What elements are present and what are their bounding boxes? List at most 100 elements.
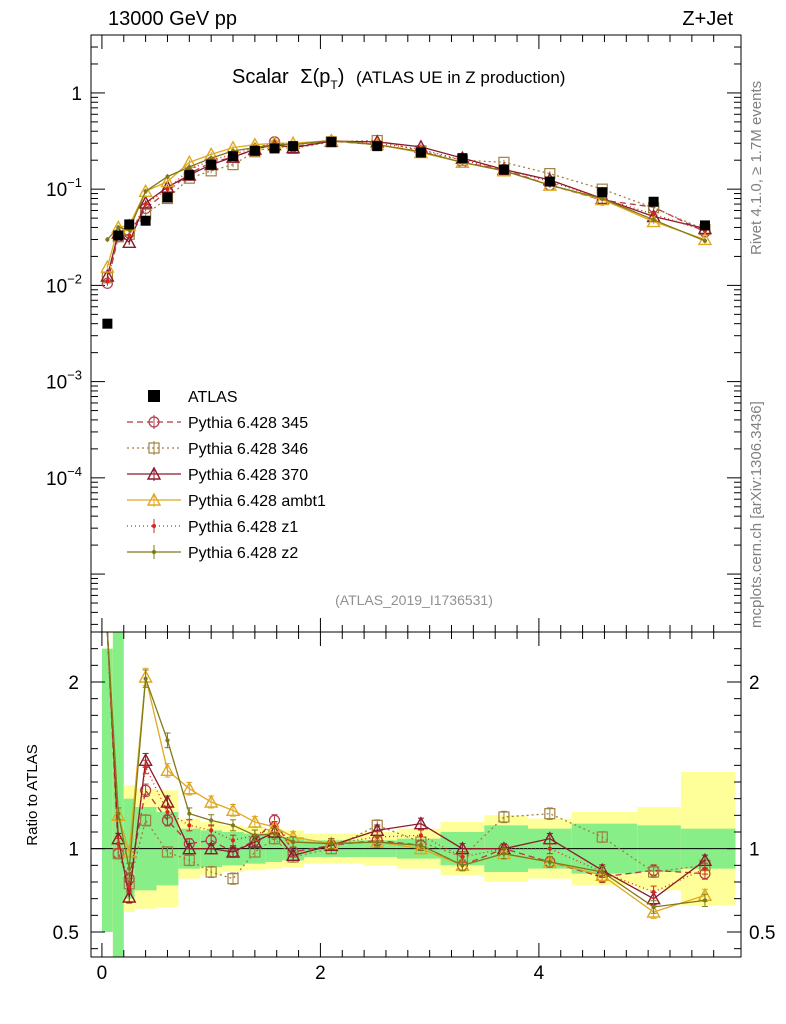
title-close: ) (338, 66, 345, 88)
marker-square (161, 846, 174, 858)
marker-triangle (225, 844, 241, 858)
series-line (106, 139, 706, 242)
marker-dot (165, 738, 170, 743)
marker-dot (651, 212, 656, 217)
legend-item: Pythia 6.428 370 (127, 466, 308, 484)
marker-dot (418, 833, 424, 838)
legend-label: Pythia 6.428 370 (188, 467, 308, 484)
marker-dot (116, 841, 121, 846)
marker-dot (105, 237, 110, 242)
main-frame (90, 34, 742, 633)
marker-triangle (146, 466, 162, 480)
marker-dot (547, 846, 552, 851)
marker-dot (143, 676, 148, 681)
marker-triangle (247, 814, 263, 828)
atlas-data-point (249, 145, 260, 156)
marker-triangle (595, 867, 610, 882)
title-sigma: Σ(p (300, 66, 330, 88)
marker-square (227, 873, 239, 885)
marker-dot (329, 841, 334, 846)
ratio-ticks (91, 632, 741, 957)
marker-square (148, 442, 160, 454)
marker-square (498, 811, 510, 823)
x-tick-label: 2 (315, 963, 326, 984)
marker-circle (140, 784, 152, 796)
marker-dot (501, 851, 507, 856)
marker-square (544, 808, 556, 820)
y-tick-label: 10−2 (46, 271, 82, 297)
series-345 (101, 135, 711, 289)
x-tick-label: 0 (97, 963, 108, 984)
marker-dot (116, 811, 121, 816)
y-tick-label: 10−4 (46, 464, 82, 490)
marker-triangle (324, 837, 339, 852)
ratio-y-tick-label: 1 (68, 840, 79, 861)
marker-triangle (413, 841, 429, 855)
marker-dot (702, 238, 708, 243)
legend-marker-square (148, 390, 160, 402)
marker-triangle (122, 889, 137, 903)
marker-dot (651, 217, 656, 222)
marker-square (140, 814, 152, 826)
side-label-mcplots: mcplots.cern.ch [arXiv:1306.3436] (748, 401, 765, 628)
atlas-data-point (124, 219, 135, 230)
y-tick-label: 10−1 (46, 175, 82, 201)
marker-triangle (122, 234, 137, 249)
main-ticks (91, 34, 741, 632)
ratio-y-tick-label: 2 (68, 673, 79, 694)
atlas-data-point (269, 143, 280, 154)
marker-dot (116, 225, 121, 230)
x-tick-labels: 0 2 4 (97, 963, 545, 984)
marker-dot (209, 828, 214, 833)
atlas-data-point (699, 220, 710, 231)
marker-dot (460, 863, 465, 868)
marker-triangle (203, 794, 219, 808)
marker-dot (547, 859, 552, 865)
marker-triangle (146, 492, 162, 506)
atlas-data-point (415, 147, 426, 158)
main-series (100, 133, 713, 289)
marker-dot (230, 838, 236, 843)
marker-dot (187, 823, 192, 828)
atlas-data-point (544, 176, 555, 187)
marker-dot (252, 833, 257, 838)
marker-dot (187, 164, 192, 170)
marker-dot (127, 866, 132, 871)
marker-triangle (413, 816, 429, 830)
marker-circle (148, 416, 160, 428)
legend-label: Pythia 6.428 z2 (188, 545, 298, 562)
y-tick-label: 1 (71, 84, 82, 105)
main-panel: 110−110−210−310−4 Scalar Σ(pT) (ATLAS UE… (46, 34, 742, 633)
marker-triangle (111, 807, 126, 822)
marker-dot (105, 279, 110, 284)
series-line (106, 140, 706, 284)
marker-square (205, 866, 217, 878)
legend-label: Pythia 6.428 z1 (188, 519, 298, 536)
marker-triangle (247, 834, 263, 848)
band-inner (112, 632, 124, 957)
marker-triangle (160, 174, 175, 188)
atlas-data-point (140, 215, 151, 226)
atlas-data-point (457, 153, 468, 164)
marker-dot (143, 189, 148, 194)
marker-triangle (225, 802, 241, 817)
marker-dot (600, 869, 605, 875)
marker-dot (600, 196, 605, 201)
series-line (106, 139, 706, 282)
atlas-data-point (113, 230, 124, 241)
atlas-data-point (228, 151, 239, 162)
legend-label: Pythia 6.428 346 (188, 441, 308, 458)
marker-triangle (203, 841, 219, 855)
marker-dot (651, 904, 656, 910)
legend-label: ATLAS (188, 389, 238, 406)
chart-title: Scalar Σ(pT) (ATLAS UE in Z production) (232, 66, 565, 92)
marker-dot (702, 866, 708, 871)
marker-dot (375, 839, 380, 845)
y-tick-exponent: −3 (67, 368, 82, 383)
ratio-y-tick-labels: 2 2 1 1 0.5 0.5 (53, 673, 776, 944)
title-sub: T (330, 78, 338, 92)
ratio-line (106, 631, 705, 881)
marker-dot (209, 156, 214, 161)
marker-triangle (285, 847, 301, 862)
